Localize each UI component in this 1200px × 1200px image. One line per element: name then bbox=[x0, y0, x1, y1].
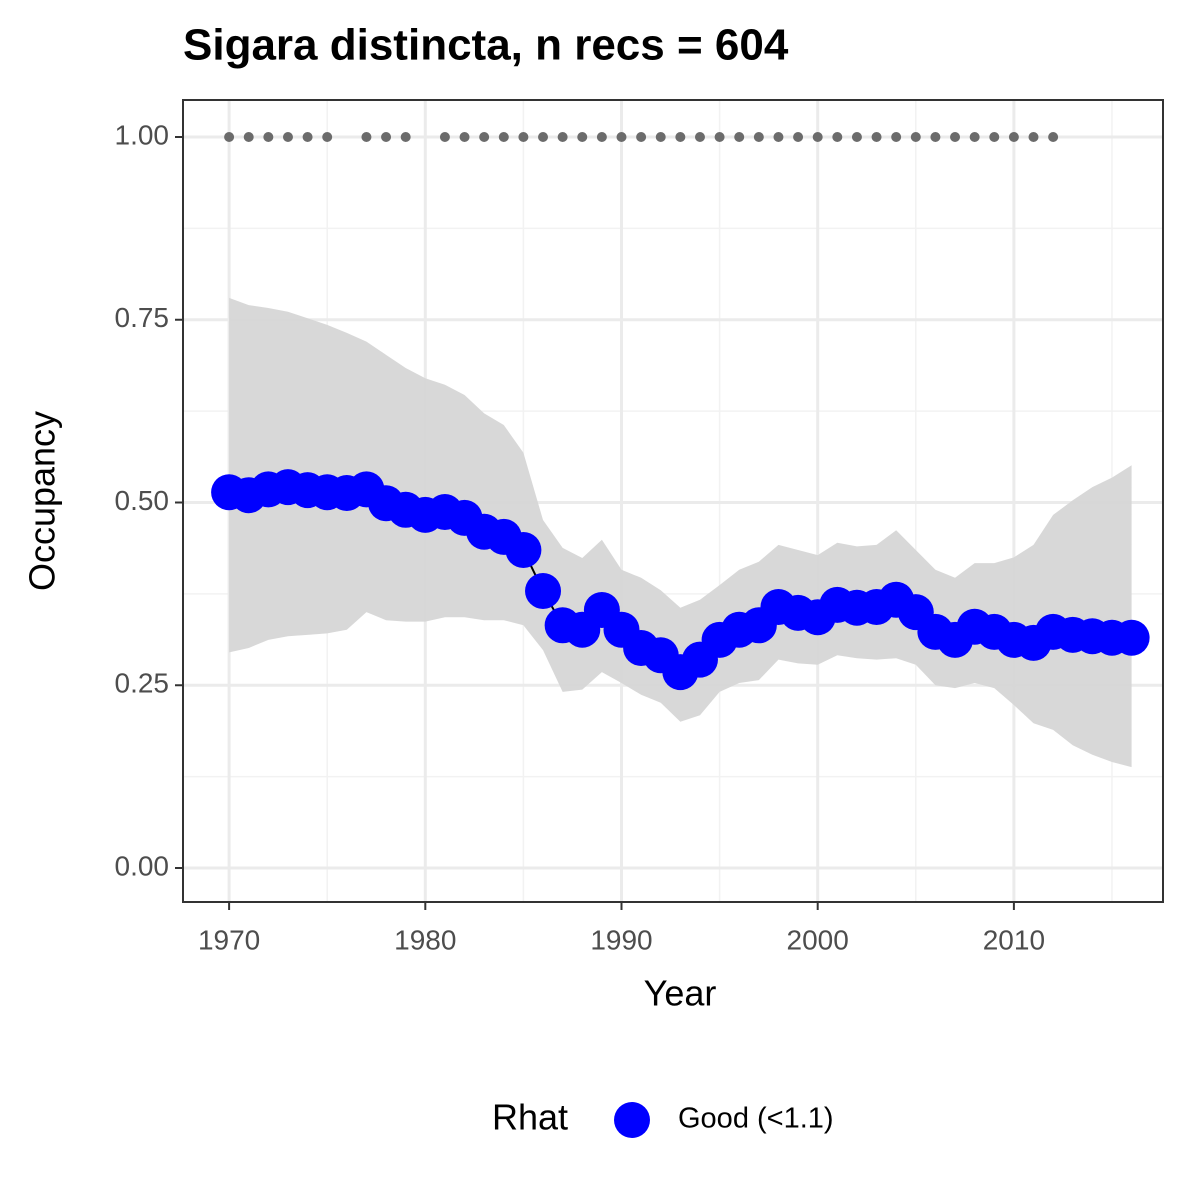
record-dot bbox=[753, 131, 764, 142]
x-tick-label: 2010 bbox=[983, 924, 1045, 955]
record-dot bbox=[655, 131, 666, 142]
record-dot bbox=[596, 131, 607, 142]
record-dot bbox=[518, 131, 529, 142]
record-dot bbox=[538, 131, 549, 142]
y-axis-title: Occupancy bbox=[22, 411, 63, 591]
y-tick-label: 0.50 bbox=[115, 485, 170, 516]
record-dot bbox=[263, 131, 274, 142]
record-dot bbox=[851, 131, 862, 142]
record-dot bbox=[439, 131, 450, 142]
legend-title: Rhat bbox=[492, 1097, 568, 1138]
record-dot bbox=[322, 131, 333, 142]
record-dot bbox=[616, 131, 627, 142]
data-point bbox=[505, 532, 542, 569]
record-dot bbox=[1048, 131, 1059, 142]
record-dot bbox=[734, 131, 745, 142]
x-tick-label: 1970 bbox=[198, 924, 260, 955]
record-dot bbox=[224, 131, 235, 142]
record-dot bbox=[891, 131, 902, 142]
record-dot bbox=[950, 131, 961, 142]
record-dot bbox=[812, 131, 823, 142]
record-dot bbox=[381, 131, 392, 142]
record-dot bbox=[1008, 131, 1019, 142]
record-dot bbox=[832, 131, 843, 142]
record-dot bbox=[793, 131, 804, 142]
record-dot bbox=[910, 131, 921, 142]
record-dot bbox=[243, 131, 254, 142]
legend-swatch bbox=[614, 1102, 650, 1138]
record-dot bbox=[675, 131, 686, 142]
record-dot bbox=[930, 131, 941, 142]
record-dot bbox=[636, 131, 647, 142]
record-dot bbox=[577, 131, 588, 142]
x-tick-label: 1980 bbox=[394, 924, 456, 955]
data-point bbox=[1113, 619, 1150, 656]
record-dot bbox=[282, 131, 293, 142]
legend-label: Good (<1.1) bbox=[678, 1103, 834, 1135]
record-dot bbox=[989, 131, 1000, 142]
record-dot bbox=[557, 131, 568, 142]
record-dot bbox=[479, 131, 490, 142]
record-dot bbox=[302, 131, 313, 142]
chart-title: Sigara distincta, n recs = 604 bbox=[183, 21, 789, 70]
x-tick-label: 1990 bbox=[590, 924, 652, 955]
record-dot bbox=[773, 131, 784, 142]
x-axis-title: Year bbox=[644, 973, 717, 1014]
y-tick-label: 0.75 bbox=[115, 302, 170, 333]
record-dot bbox=[871, 131, 882, 142]
record-dot bbox=[694, 131, 705, 142]
record-dot bbox=[714, 131, 725, 142]
data-point bbox=[525, 572, 562, 609]
record-dot bbox=[969, 131, 980, 142]
record-dot bbox=[361, 131, 372, 142]
record-dot bbox=[498, 131, 509, 142]
x-tick-label: 2000 bbox=[787, 924, 849, 955]
record-dot bbox=[1028, 131, 1039, 142]
record-dot bbox=[400, 131, 411, 142]
panel-border bbox=[182, 99, 1164, 903]
y-tick-label: 1.00 bbox=[115, 119, 170, 150]
record-dot bbox=[459, 131, 470, 142]
credible-interval bbox=[229, 297, 1132, 768]
y-tick-label: 0.00 bbox=[115, 850, 170, 881]
y-tick-label: 0.25 bbox=[115, 668, 170, 699]
